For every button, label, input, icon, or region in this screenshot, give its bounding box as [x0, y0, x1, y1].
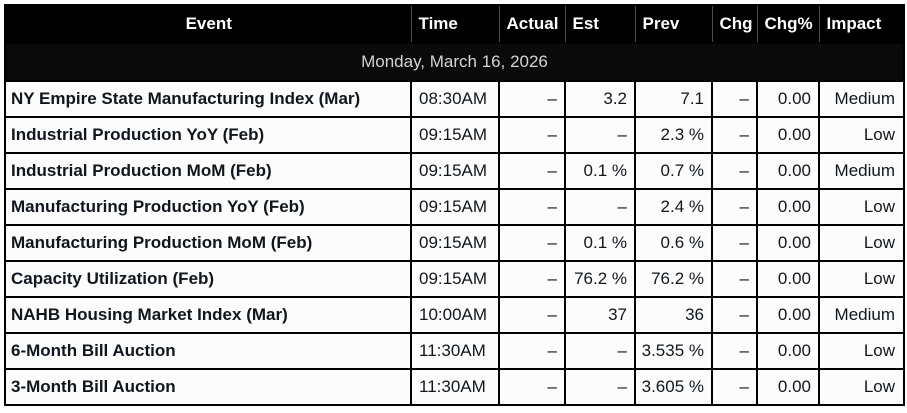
change-cell: – — [711, 188, 758, 226]
change-cell: – — [711, 116, 758, 154]
actual-value-cell: – — [498, 188, 566, 226]
change-pct-cell: 0.00 — [756, 260, 820, 298]
previous-cell: 3.535 % — [634, 332, 713, 370]
event-name-cell: 3-Month Bill Auction — [4, 368, 412, 406]
change-pct-cell: 0.00 — [756, 80, 820, 118]
change-cell: – — [711, 296, 758, 334]
change-pct-cell: 0.00 — [756, 152, 820, 190]
estimate-cell: 0.1 % — [564, 152, 636, 190]
time-cell: 11:30AM — [410, 332, 500, 370]
column-header-chg: Chg — [712, 5, 758, 44]
event-name-cell: Capacity Utilization (Feb) — [4, 260, 412, 298]
event-name-cell: NY Empire State Manufacturing Index (Mar… — [4, 80, 412, 118]
change-pct-cell: 0.00 — [756, 116, 820, 154]
impact-cell: Medium — [818, 296, 905, 334]
time-cell: 09:15AM — [410, 116, 500, 154]
estimate-cell: 76.2 % — [564, 260, 636, 298]
change-pct-cell: 0.00 — [756, 188, 820, 226]
time-cell: 10:00AM — [410, 296, 500, 334]
change-cell: – — [711, 260, 758, 298]
actual-value-cell: – — [498, 260, 566, 298]
column-header-time: Time — [411, 5, 500, 44]
column-header-impact: Impact — [819, 5, 904, 44]
actual-value-cell: – — [498, 116, 566, 154]
date-banner-row: Monday, March 16, 2026 — [4, 42, 905, 82]
impact-cell: Medium — [818, 80, 905, 118]
event-row: Industrial Production MoM (Feb) 09:15AM … — [4, 152, 905, 190]
estimate-cell: – — [564, 188, 636, 226]
time-cell: 08:30AM — [410, 80, 500, 118]
impact-cell: Low — [818, 332, 905, 370]
economic-calendar-table: Event Time Actual Est Prev Chg Chg% Impa… — [4, 4, 905, 406]
column-header-est: Est — [565, 5, 636, 44]
column-header-actual: Actual — [499, 5, 566, 44]
estimate-cell: – — [564, 116, 636, 154]
actual-value-cell: – — [498, 332, 566, 370]
impact-cell: Low — [818, 368, 905, 406]
event-name-cell: Industrial Production MoM (Feb) — [4, 152, 412, 190]
actual-value-cell: – — [498, 224, 566, 262]
change-pct-cell: 0.00 — [756, 332, 820, 370]
previous-cell: 7.1 — [634, 80, 713, 118]
event-row: Industrial Production YoY (Feb) 09:15AM … — [4, 116, 905, 154]
previous-cell: 2.3 % — [634, 116, 713, 154]
change-pct-cell: 0.00 — [756, 224, 820, 262]
impact-cell: Medium — [818, 152, 905, 190]
column-header-event: Event — [5, 5, 412, 44]
impact-cell: Low — [818, 188, 905, 226]
change-cell: – — [711, 368, 758, 406]
change-cell: – — [711, 152, 758, 190]
event-row: Capacity Utilization (Feb) 09:15AM – 76.… — [4, 260, 905, 298]
time-cell: 11:30AM — [410, 368, 500, 406]
event-row: 6-Month Bill Auction 11:30AM – – 3.535 %… — [4, 332, 905, 370]
estimate-cell: 0.1 % — [564, 224, 636, 262]
event-name-cell: 6-Month Bill Auction — [4, 332, 412, 370]
event-row: NY Empire State Manufacturing Index (Mar… — [4, 80, 905, 118]
previous-cell: 76.2 % — [634, 260, 713, 298]
impact-cell: Low — [818, 116, 905, 154]
estimate-cell: 3.2 — [564, 80, 636, 118]
event-name-cell: NAHB Housing Market Index (Mar) — [4, 296, 412, 334]
event-row: NAHB Housing Market Index (Mar) 10:00AM … — [4, 296, 905, 334]
column-header-prev: Prev — [635, 5, 713, 44]
previous-cell: 36 — [634, 296, 713, 334]
column-header-chg-pct: Chg% — [757, 5, 820, 44]
event-name-cell: Manufacturing Production MoM (Feb) — [4, 224, 412, 262]
previous-cell: 2.4 % — [634, 188, 713, 226]
event-name-cell: Industrial Production YoY (Feb) — [4, 116, 412, 154]
previous-cell: 0.7 % — [634, 152, 713, 190]
change-cell: – — [711, 332, 758, 370]
change-pct-cell: 0.00 — [756, 296, 820, 334]
estimate-cell: – — [564, 368, 636, 406]
actual-value-cell: – — [498, 152, 566, 190]
estimate-cell: 37 — [564, 296, 636, 334]
time-cell: 09:15AM — [410, 260, 500, 298]
date-banner: Monday, March 16, 2026 — [4, 42, 905, 82]
event-row: Manufacturing Production MoM (Feb) 09:15… — [4, 224, 905, 262]
estimate-cell: – — [564, 332, 636, 370]
previous-cell: 3.605 % — [634, 368, 713, 406]
actual-value-cell: – — [498, 296, 566, 334]
event-row: Manufacturing Production YoY (Feb) 09:15… — [4, 188, 905, 226]
change-cell: – — [711, 80, 758, 118]
actual-value-cell: – — [498, 80, 566, 118]
change-pct-cell: 0.00 — [756, 368, 820, 406]
actual-value-cell: – — [498, 368, 566, 406]
impact-cell: Low — [818, 224, 905, 262]
impact-cell: Low — [818, 260, 905, 298]
event-row: 3-Month Bill Auction 11:30AM – – 3.605 %… — [4, 368, 905, 406]
table-header-row: Event Time Actual Est Prev Chg Chg% Impa… — [5, 5, 904, 44]
event-name-cell: Manufacturing Production YoY (Feb) — [4, 188, 412, 226]
time-cell: 09:15AM — [410, 224, 500, 262]
time-cell: 09:15AM — [410, 188, 500, 226]
previous-cell: 0.6 % — [634, 224, 713, 262]
time-cell: 09:15AM — [410, 152, 500, 190]
change-cell: – — [711, 224, 758, 262]
